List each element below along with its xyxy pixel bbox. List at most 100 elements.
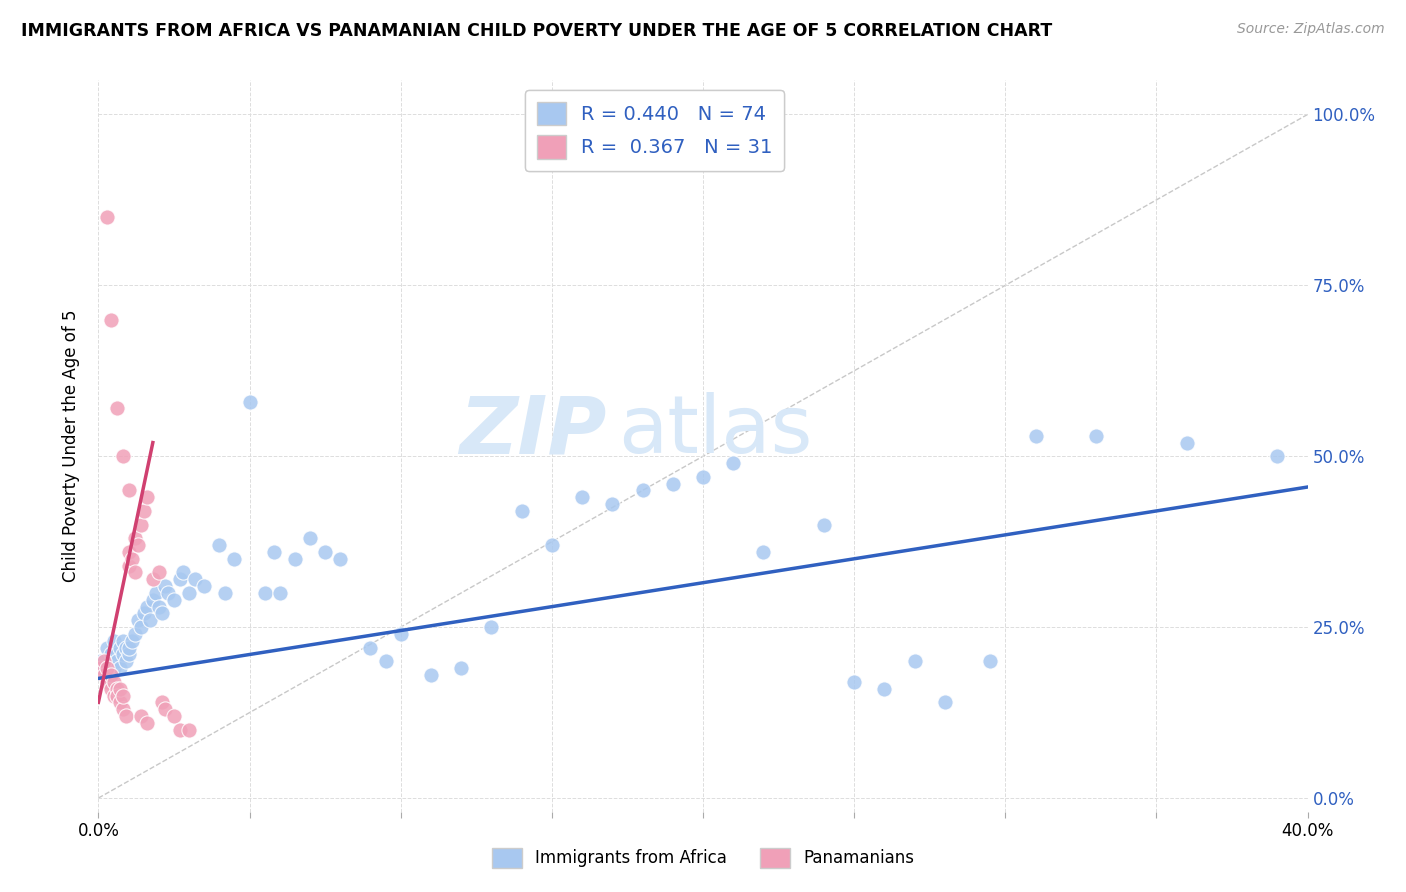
Point	[127, 538, 149, 552]
Point	[631, 483, 654, 498]
Point	[135, 715, 157, 730]
Point	[111, 689, 134, 703]
Point	[111, 702, 134, 716]
Point	[263, 545, 285, 559]
Point	[100, 648, 122, 662]
Point	[100, 312, 122, 326]
Point	[121, 551, 143, 566]
Point	[602, 497, 624, 511]
Point	[163, 592, 186, 607]
Point	[111, 633, 134, 648]
Point	[96, 661, 118, 675]
Point	[139, 613, 162, 627]
Point	[510, 504, 533, 518]
Point	[450, 661, 472, 675]
Point	[118, 545, 141, 559]
Point	[103, 654, 125, 668]
Point	[132, 504, 155, 518]
Legend: Immigrants from Africa, Panamanians: Immigrants from Africa, Panamanians	[485, 841, 921, 875]
Point	[253, 586, 276, 600]
Point	[90, 661, 112, 675]
Point	[96, 674, 118, 689]
Y-axis label: Child Poverty Under the Age of 5: Child Poverty Under the Age of 5	[62, 310, 80, 582]
Point	[571, 490, 593, 504]
Point	[124, 566, 146, 580]
Point	[96, 668, 118, 682]
Point	[114, 709, 136, 723]
Point	[1175, 435, 1198, 450]
Point	[111, 449, 134, 463]
Point	[1085, 429, 1108, 443]
Legend: R = 0.440   N = 74, R =  0.367   N = 31: R = 0.440 N = 74, R = 0.367 N = 31	[524, 90, 785, 170]
Point	[169, 723, 191, 737]
Point	[111, 648, 134, 662]
Point	[1024, 429, 1046, 443]
Text: ZIP: ZIP	[458, 392, 606, 470]
Point	[103, 689, 125, 703]
Point	[184, 572, 207, 586]
Point	[153, 702, 176, 716]
Point	[156, 586, 179, 600]
Point	[481, 620, 503, 634]
Point	[93, 668, 115, 682]
Point	[284, 551, 307, 566]
Point	[723, 456, 745, 470]
Point	[208, 538, 231, 552]
Point	[239, 394, 262, 409]
Point	[979, 654, 1001, 668]
Point	[135, 490, 157, 504]
Point	[135, 599, 157, 614]
Point	[661, 476, 683, 491]
Point	[142, 592, 165, 607]
Point	[269, 586, 291, 600]
Point	[540, 538, 562, 552]
Point	[114, 640, 136, 655]
Point	[179, 723, 201, 737]
Point	[904, 654, 927, 668]
Point	[118, 648, 141, 662]
Point	[105, 401, 128, 416]
Point	[124, 531, 146, 545]
Point	[96, 210, 118, 224]
Point	[108, 695, 131, 709]
Point	[124, 627, 146, 641]
Point	[844, 674, 866, 689]
Point	[224, 551, 246, 566]
Point	[103, 633, 125, 648]
Point	[145, 586, 167, 600]
Point	[105, 681, 128, 696]
Point	[129, 517, 152, 532]
Text: atlas: atlas	[619, 392, 813, 470]
Point	[96, 640, 118, 655]
Point	[692, 469, 714, 483]
Text: Source: ZipAtlas.com: Source: ZipAtlas.com	[1237, 22, 1385, 37]
Point	[108, 661, 131, 675]
Point	[103, 674, 125, 689]
Point	[132, 607, 155, 621]
Point	[93, 654, 115, 668]
Point	[142, 572, 165, 586]
Point	[148, 566, 170, 580]
Point	[108, 681, 131, 696]
Point	[129, 620, 152, 634]
Point	[813, 517, 835, 532]
Point	[93, 661, 115, 675]
Point	[118, 558, 141, 573]
Point	[934, 695, 956, 709]
Point	[299, 531, 322, 545]
Point	[129, 709, 152, 723]
Point	[153, 579, 176, 593]
Point	[169, 572, 191, 586]
Point	[1267, 449, 1289, 463]
Point	[118, 483, 141, 498]
Point	[100, 674, 122, 689]
Point	[114, 654, 136, 668]
Point	[105, 648, 128, 662]
Point	[873, 681, 896, 696]
Point	[100, 681, 122, 696]
Point	[420, 668, 443, 682]
Point	[103, 661, 125, 675]
Point	[121, 633, 143, 648]
Point	[150, 607, 173, 621]
Point	[374, 654, 396, 668]
